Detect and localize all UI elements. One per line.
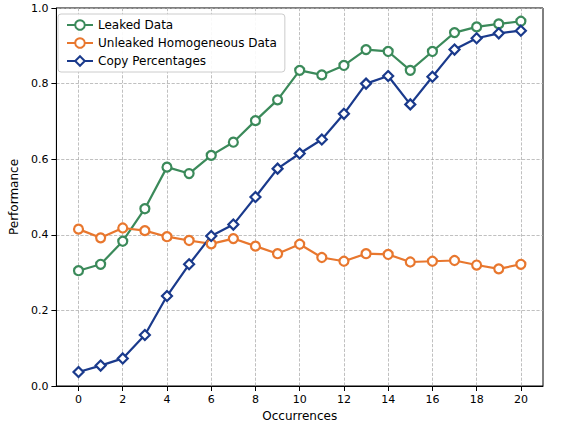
svg-text:0: 0 — [75, 393, 82, 406]
svg-text:4: 4 — [163, 393, 170, 406]
svg-text:16: 16 — [425, 393, 439, 406]
svg-text:18: 18 — [470, 393, 484, 406]
svg-text:8: 8 — [252, 393, 259, 406]
svg-text:14: 14 — [381, 393, 395, 406]
svg-text:0.0: 0.0 — [31, 380, 49, 393]
svg-text:0.2: 0.2 — [31, 304, 49, 317]
svg-text:Unleaked Homogeneous Data: Unleaked Homogeneous Data — [98, 36, 277, 50]
svg-text:0.4: 0.4 — [31, 228, 49, 241]
svg-text:0.8: 0.8 — [31, 77, 49, 90]
svg-text:1.0: 1.0 — [31, 2, 49, 15]
svg-text:0.6: 0.6 — [31, 153, 49, 166]
svg-text:20: 20 — [514, 393, 528, 406]
svg-text:10: 10 — [293, 393, 307, 406]
svg-text:Leaked Data: Leaked Data — [98, 18, 173, 32]
svg-text:12: 12 — [337, 393, 351, 406]
svg-text:2: 2 — [119, 393, 126, 406]
svg-text:Copy Percentages: Copy Percentages — [98, 54, 206, 68]
svg-text:6: 6 — [208, 393, 215, 406]
svg-text:Occurrences: Occurrences — [262, 409, 337, 423]
svg-text:Performance: Performance — [7, 159, 21, 235]
